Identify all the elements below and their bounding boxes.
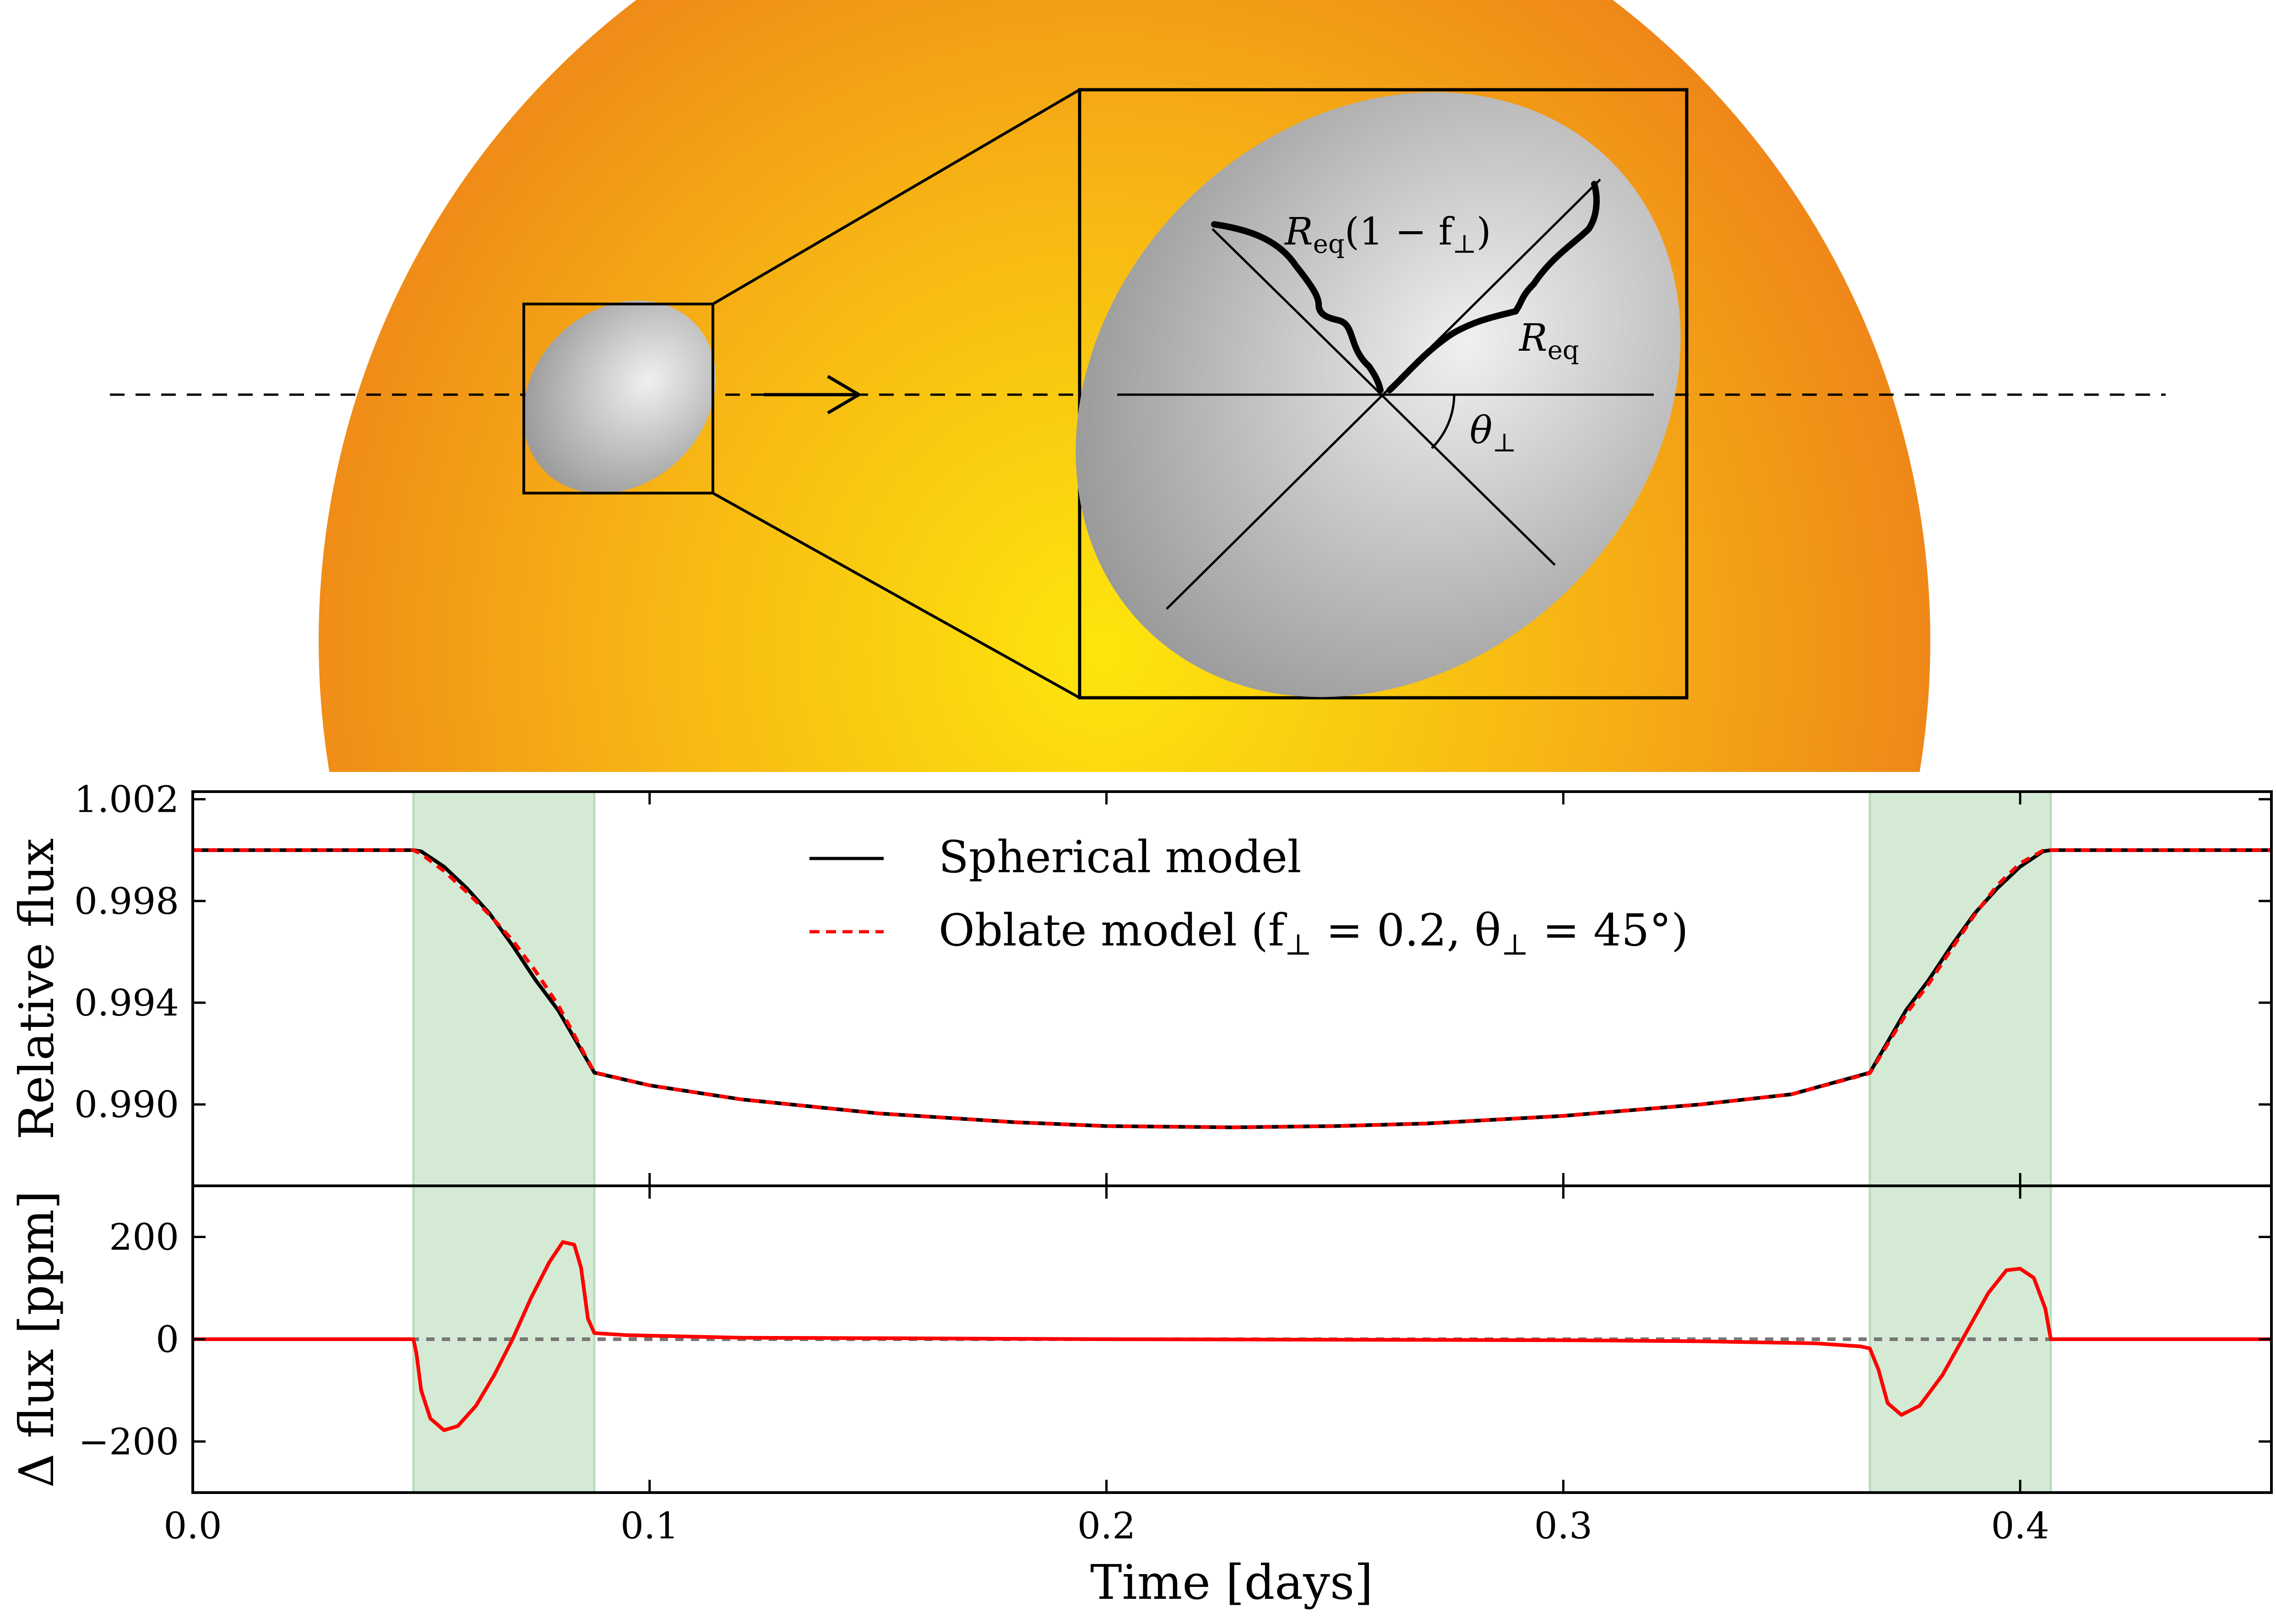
bottom-xtick-label: 0.3 xyxy=(1534,1505,1592,1547)
top-ytick-label: 1.002 xyxy=(74,778,179,821)
shaded-region-0 xyxy=(412,792,596,1186)
shaded-region-1 xyxy=(1869,792,2052,1186)
label-minor-radius: Req(1 − f⊥) xyxy=(1284,210,1491,259)
top-ytick-label: 0.994 xyxy=(74,982,179,1024)
bottom-xtick-label: 0.4 xyxy=(1991,1505,2049,1547)
zoom-connector-bottom xyxy=(712,492,1081,699)
brace-minor-axis xyxy=(1211,221,1384,393)
bottom-xtick-label: 0.2 xyxy=(1077,1505,1135,1547)
zoom-inset-box xyxy=(1078,88,1689,700)
bottom-axes-frame xyxy=(191,1184,2273,1494)
planet-zoom-box-small xyxy=(522,303,714,494)
relative-flux-panel: 0.990 0.994 0.998 1.002 Relative flux Spher… xyxy=(9,778,2273,1187)
legend: Spherical model Oblate model (f⊥ = 0.2, … xyxy=(809,831,1689,962)
planet-major-axis xyxy=(1166,179,1601,610)
bottom-xtick-label: 0.0 xyxy=(163,1505,222,1547)
delta-flux-panel: −200 0 200 0.0 0.1 0.2 0.3 0.4 Δ flux [ppm] Tim… xyxy=(9,1184,2273,1610)
bottom-ytick-label: −200 xyxy=(78,1420,179,1463)
brace-major-axis xyxy=(1386,181,1600,393)
top-ylabel: Relative flux xyxy=(9,838,65,1140)
legend-label-spherical: Spherical model xyxy=(939,831,1301,883)
series-line-delta-flux xyxy=(193,1240,2271,1432)
motion-arrow-icon xyxy=(764,375,862,415)
bottom-xtick-label: 0.1 xyxy=(620,1505,679,1547)
top-ytick-label: 0.990 xyxy=(74,1083,179,1126)
angle-arc xyxy=(1431,394,1456,449)
bottom-xlabel: Time [days] xyxy=(1090,1554,1373,1610)
legend-label-oblate: Oblate model (f⊥ = 0.2, θ⊥ = 45°) xyxy=(939,905,1689,962)
top-ytick-label: 0.998 xyxy=(74,880,179,923)
series-line-oblate xyxy=(193,848,2271,1130)
label-major-radius: Req xyxy=(1518,316,1579,365)
planet-minor-axis xyxy=(1211,228,1556,566)
bottom-ytick-label: 200 xyxy=(109,1216,179,1259)
label-angle: θ⊥ xyxy=(1470,409,1516,458)
small-planet xyxy=(523,300,716,494)
zoom-connector-top xyxy=(712,88,1081,305)
bottom-ylabel: Δ flux [ppm] xyxy=(9,1190,65,1488)
bottom-ytick-label: 0 xyxy=(156,1318,179,1361)
